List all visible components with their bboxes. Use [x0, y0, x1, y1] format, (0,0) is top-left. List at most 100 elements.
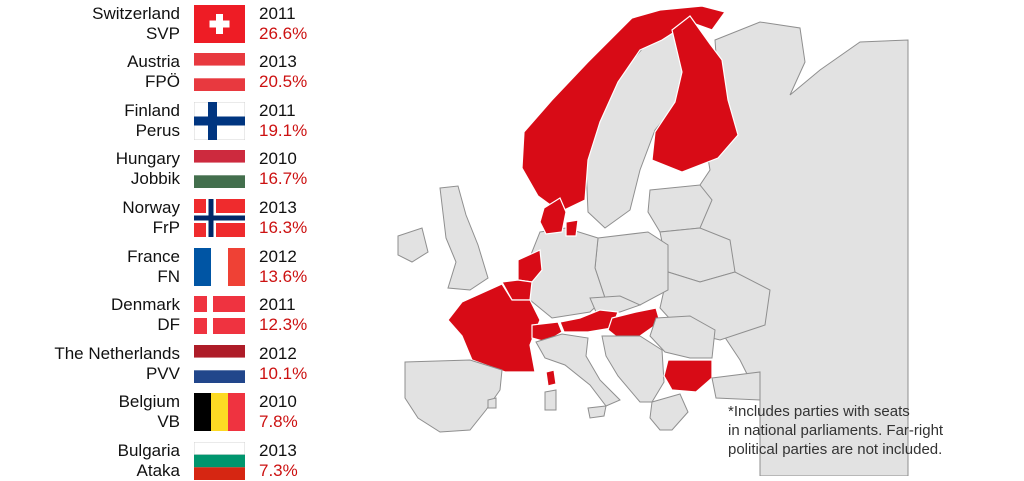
- legend-row-finland: Finland Perus 2011 19.1%: [0, 97, 330, 141]
- legend-row-belgium: Belgium VB 2010 7.8%: [0, 388, 330, 432]
- map-region-corsica: [545, 369, 557, 387]
- map-region-denmark: [539, 197, 567, 235]
- legend-values: 2010 16.7%: [259, 149, 307, 189]
- election-year: 2013: [259, 52, 297, 71]
- legend-row-netherlands: The Netherlands PVV 2012 10.1%: [0, 340, 330, 384]
- map-region-great-britain: [439, 185, 489, 291]
- legend-names: Belgium VB: [119, 392, 180, 432]
- country-name: Norway: [122, 198, 180, 217]
- party-name: Ataka: [136, 461, 180, 480]
- vote-percent: 16.7%: [259, 169, 308, 188]
- legend-names: Finland Perus: [124, 101, 180, 141]
- party-name: Jobbik: [130, 169, 180, 188]
- bulgaria-flag: [194, 442, 245, 480]
- legend-names: France FN: [127, 247, 180, 287]
- election-year: 2013: [259, 198, 297, 217]
- legend-names: Hungary Jobbik: [116, 149, 180, 189]
- election-year: 2012: [259, 247, 297, 266]
- vote-percent: 13.6%: [259, 267, 308, 286]
- country-name: Austria: [127, 52, 180, 71]
- legend-names: Bulgaria Ataka: [118, 441, 180, 481]
- map-region-bulgaria: [663, 359, 713, 393]
- denmark-flag: [194, 296, 245, 334]
- legend-values: 2010 7.8%: [259, 392, 298, 432]
- map-region-norway: [521, 5, 726, 213]
- vote-percent: 16.3%: [259, 218, 308, 237]
- map-region-hungary: [607, 307, 661, 339]
- map-region-turkey: [711, 371, 761, 401]
- finland-flag: [194, 102, 245, 140]
- vote-percent: 7.3%: [259, 461, 298, 480]
- vote-percent: 26.6%: [259, 24, 308, 43]
- legend-names: Norway FrP: [122, 198, 180, 238]
- netherlands-flag: [194, 345, 245, 383]
- vote-percent: 7.8%: [259, 412, 298, 431]
- country-name: Denmark: [111, 295, 180, 314]
- party-name: Perus: [135, 121, 180, 140]
- hungary-flag: [194, 150, 245, 188]
- norway-flag: [194, 199, 245, 237]
- legend-values: 2011 19.1%: [259, 101, 307, 141]
- legend-values: 2013 20.5%: [259, 52, 307, 92]
- map-region-malta: [487, 397, 497, 409]
- party-name: FPÖ: [145, 72, 180, 91]
- legend-values: 2013 7.3%: [259, 441, 298, 481]
- map-region-ireland: [397, 227, 429, 263]
- vote-percent: 12.3%: [259, 315, 308, 334]
- party-name: PVV: [145, 364, 180, 383]
- legend-names: Denmark DF: [111, 295, 180, 335]
- map-region-iberia: [404, 359, 503, 433]
- map-region-finland: [651, 15, 739, 173]
- legend-row-france: France FN 2012 13.6%: [0, 243, 330, 287]
- legend-row-austria: Austria FPÖ 2013 20.5%: [0, 48, 330, 92]
- map-region-italy: [535, 333, 621, 407]
- party-name: SVP: [145, 24, 180, 43]
- map-region-poland: [594, 231, 669, 306]
- belgium-flag: [194, 393, 245, 431]
- country-name: Belgium: [118, 392, 180, 411]
- legend-values: 2011 26.6%: [259, 4, 307, 44]
- country-name: Hungary: [115, 149, 180, 168]
- footnote: *Includes parties with seats in national…: [728, 403, 944, 458]
- country-name: Switzerland: [92, 4, 180, 23]
- legend: Switzerland SVP 2011 26.6% Austria FPÖ 2…: [0, 0, 330, 480]
- map-region-romania: [649, 315, 716, 359]
- legend-names: The Netherlands PVV: [54, 344, 180, 384]
- party-name: DF: [157, 315, 180, 334]
- legend-row-norway: Norway FrP 2013 16.3%: [0, 194, 330, 238]
- europe-map: [397, 5, 909, 476]
- legend-values: 2013 16.3%: [259, 198, 307, 238]
- country-name: The Netherlands: [54, 344, 180, 363]
- map-region-greece: [649, 393, 689, 431]
- vote-percent: 19.1%: [259, 121, 308, 140]
- map-region-czechia: [589, 295, 642, 313]
- election-year: 2011: [259, 101, 296, 120]
- austria-flag: [194, 53, 245, 91]
- legend-row-hungary: Hungary Jobbik 2010 16.7%: [0, 145, 330, 189]
- legend-row-bulgaria: Bulgaria Ataka 2013 7.3%: [0, 437, 330, 481]
- vote-percent: 10.1%: [259, 364, 308, 383]
- legend-row-denmark: Denmark DF 2011 12.3%: [0, 291, 330, 335]
- country-name: Bulgaria: [117, 441, 180, 460]
- election-year: 2010: [259, 392, 297, 411]
- map-region-denmark-islands: [565, 219, 579, 237]
- legend-row-switzerland: Switzerland SVP 2011 26.6%: [0, 0, 330, 44]
- party-name: FrP: [152, 218, 180, 237]
- election-year: 2011: [259, 4, 296, 23]
- map-region-netherlands: [517, 249, 543, 283]
- party-name: VB: [157, 412, 180, 431]
- party-name: FN: [157, 267, 180, 286]
- france-flag: [194, 248, 245, 286]
- legend-values: 2011 12.3%: [259, 295, 307, 335]
- map-region-sardinia: [544, 389, 557, 411]
- vote-percent: 20.5%: [259, 72, 308, 91]
- map-region-sicily: [587, 405, 607, 419]
- election-year: 2013: [259, 441, 297, 460]
- switzerland-flag: [194, 5, 245, 43]
- country-name: Finland: [124, 101, 180, 120]
- legend-names: Austria FPÖ: [127, 52, 180, 92]
- legend-values: 2012 13.6%: [259, 247, 307, 287]
- election-year: 2010: [259, 149, 297, 168]
- election-year: 2012: [259, 344, 297, 363]
- map-region-france: [447, 283, 541, 373]
